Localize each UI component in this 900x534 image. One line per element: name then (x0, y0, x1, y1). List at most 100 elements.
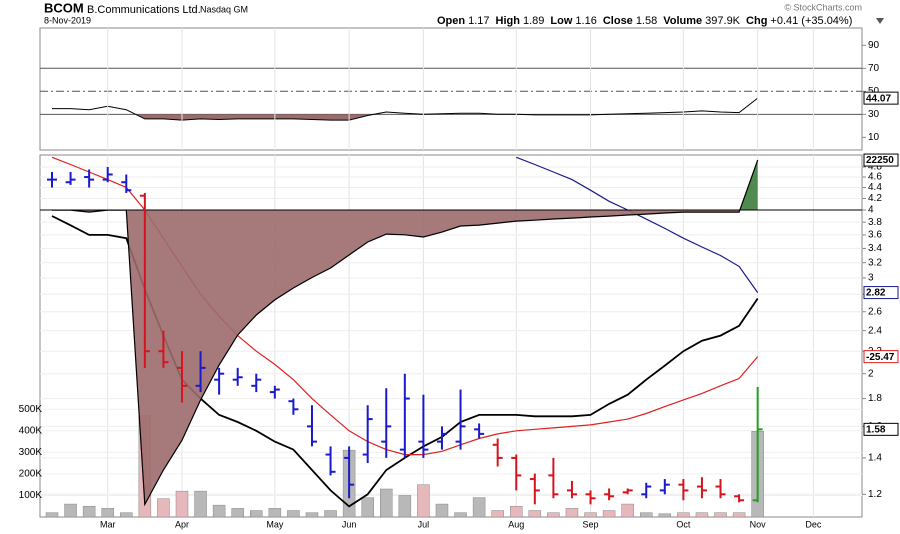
y-tick-label: 3.8 (868, 217, 882, 228)
volume-bar (658, 513, 672, 518)
y-tick-label: 10 (868, 132, 880, 143)
volume-bar (435, 503, 449, 518)
volume-bar (398, 495, 412, 518)
y-tick-label: 70 (868, 63, 880, 74)
x-tick-label: Sep (583, 519, 599, 529)
volume-bar (677, 512, 690, 518)
y-tick-label: 1.8 (868, 393, 882, 404)
y-tick-label: 50 (868, 86, 880, 97)
quote-label: Volume (663, 15, 702, 27)
volume-bar (231, 508, 244, 518)
quote-value: +0.41 (+35.04%) (770, 15, 852, 27)
company-name: B.Communications Ltd. (87, 4, 201, 16)
quote-label: High (496, 15, 521, 27)
date: 8-Nov-2019 (44, 15, 91, 25)
volume-bar (528, 510, 542, 518)
y-tick-label: 2 (868, 368, 874, 379)
credit: © StockCharts.com (784, 2, 862, 12)
value-box-label: 22250 (866, 155, 894, 166)
y-tick-label: 4.8 (868, 162, 882, 173)
area-negative (52, 210, 758, 505)
volume-tick-label: 100K (19, 490, 43, 501)
volume-bar (714, 512, 727, 518)
volume-bar (695, 512, 709, 518)
value-box (863, 153, 899, 167)
x-tick-label: Jul (418, 519, 430, 529)
rsi-line (52, 97, 759, 121)
menu-arrow[interactable] (876, 18, 884, 24)
quote-value: 1.17 (468, 15, 489, 27)
volume-bar (82, 505, 96, 518)
value-box-label: 2.82 (866, 288, 886, 299)
volume-tick-label: 400K (19, 425, 43, 436)
x-tick-label: Nov (750, 519, 767, 529)
volume-bar (417, 484, 430, 518)
y-tick-label: 2.6 (868, 306, 882, 317)
panel-frame (39, 154, 863, 518)
y-tick-label: 30 (868, 109, 880, 120)
volume-bar (45, 512, 59, 518)
y-tick-label: 4.6 (868, 172, 882, 183)
value-box (863, 286, 899, 300)
value-box-label: 1.58 (866, 424, 886, 435)
volume-bar (101, 508, 114, 518)
volume-bar (510, 505, 523, 518)
volume-bar (194, 490, 207, 518)
quote-label: Low (550, 15, 572, 27)
x-tick-label: Aug (508, 519, 524, 529)
y-tick-label: 3.6 (868, 230, 882, 241)
exchange: Nasdaq GM (200, 4, 248, 14)
oversold-fill (52, 114, 758, 121)
y-tick-label: 90 (868, 40, 880, 51)
x-tick-label: Dec (805, 519, 822, 529)
volume-bar (547, 512, 560, 518)
value-box (863, 422, 899, 436)
quote-label: Close (603, 15, 633, 27)
y-tick-label: 4.2 (868, 193, 882, 204)
quote-value: 397.9K (705, 15, 741, 27)
volume-bar (268, 508, 282, 518)
quote-label: Chg (746, 15, 767, 27)
volume-tick-label: 300K (19, 447, 43, 458)
y-tick-label: 3.4 (868, 243, 882, 254)
quote: Open 1.17 High 1.89 Low 1.16 Close 1.58 Volume 39… (437, 15, 852, 27)
volume-bar (380, 488, 393, 518)
panel-frame (39, 27, 863, 151)
quote-value: 1.89 (523, 15, 544, 27)
y-tick-label: 2.4 (868, 325, 882, 336)
volume-bar (64, 503, 77, 518)
value-box-label: 44.07 (866, 93, 891, 104)
value-box-label: -25.47 (866, 352, 895, 363)
volume-bar (602, 510, 616, 518)
volume-bar (212, 504, 226, 518)
quote-label: Open (437, 15, 465, 27)
y-tick-label: 1.4 (868, 453, 882, 464)
x-tick-label: Mar (100, 519, 116, 529)
volume-bar (175, 490, 189, 518)
x-tick-label: May (266, 519, 284, 529)
volume-bar (324, 510, 337, 518)
y-tick-label: 4 (868, 205, 874, 216)
y-tick-label: 4.4 (868, 182, 882, 193)
volume-tick-label: 200K (19, 469, 43, 480)
y-tick-label: 3.2 (868, 257, 882, 268)
volume-bar (305, 512, 319, 518)
x-tick-label: Jun (342, 519, 357, 529)
x-tick-label: Apr (175, 519, 189, 529)
y-tick-label: 3 (868, 273, 874, 284)
volume-bar (157, 498, 170, 518)
value-box (863, 350, 899, 364)
area-edge (52, 159, 759, 507)
volume-bar (584, 512, 597, 518)
x-tick-label: Oct (676, 519, 691, 529)
volume-tick-label: 500K (19, 404, 43, 415)
symbol: BCOM (44, 0, 84, 15)
volume-bar (491, 510, 504, 518)
volume-bar (250, 510, 263, 518)
y-tick-label: 1.2 (868, 489, 882, 500)
volume-bar (565, 508, 579, 518)
quote-value: 1.16 (575, 15, 596, 27)
volume-bar (454, 512, 467, 518)
volume-bar (639, 512, 653, 518)
